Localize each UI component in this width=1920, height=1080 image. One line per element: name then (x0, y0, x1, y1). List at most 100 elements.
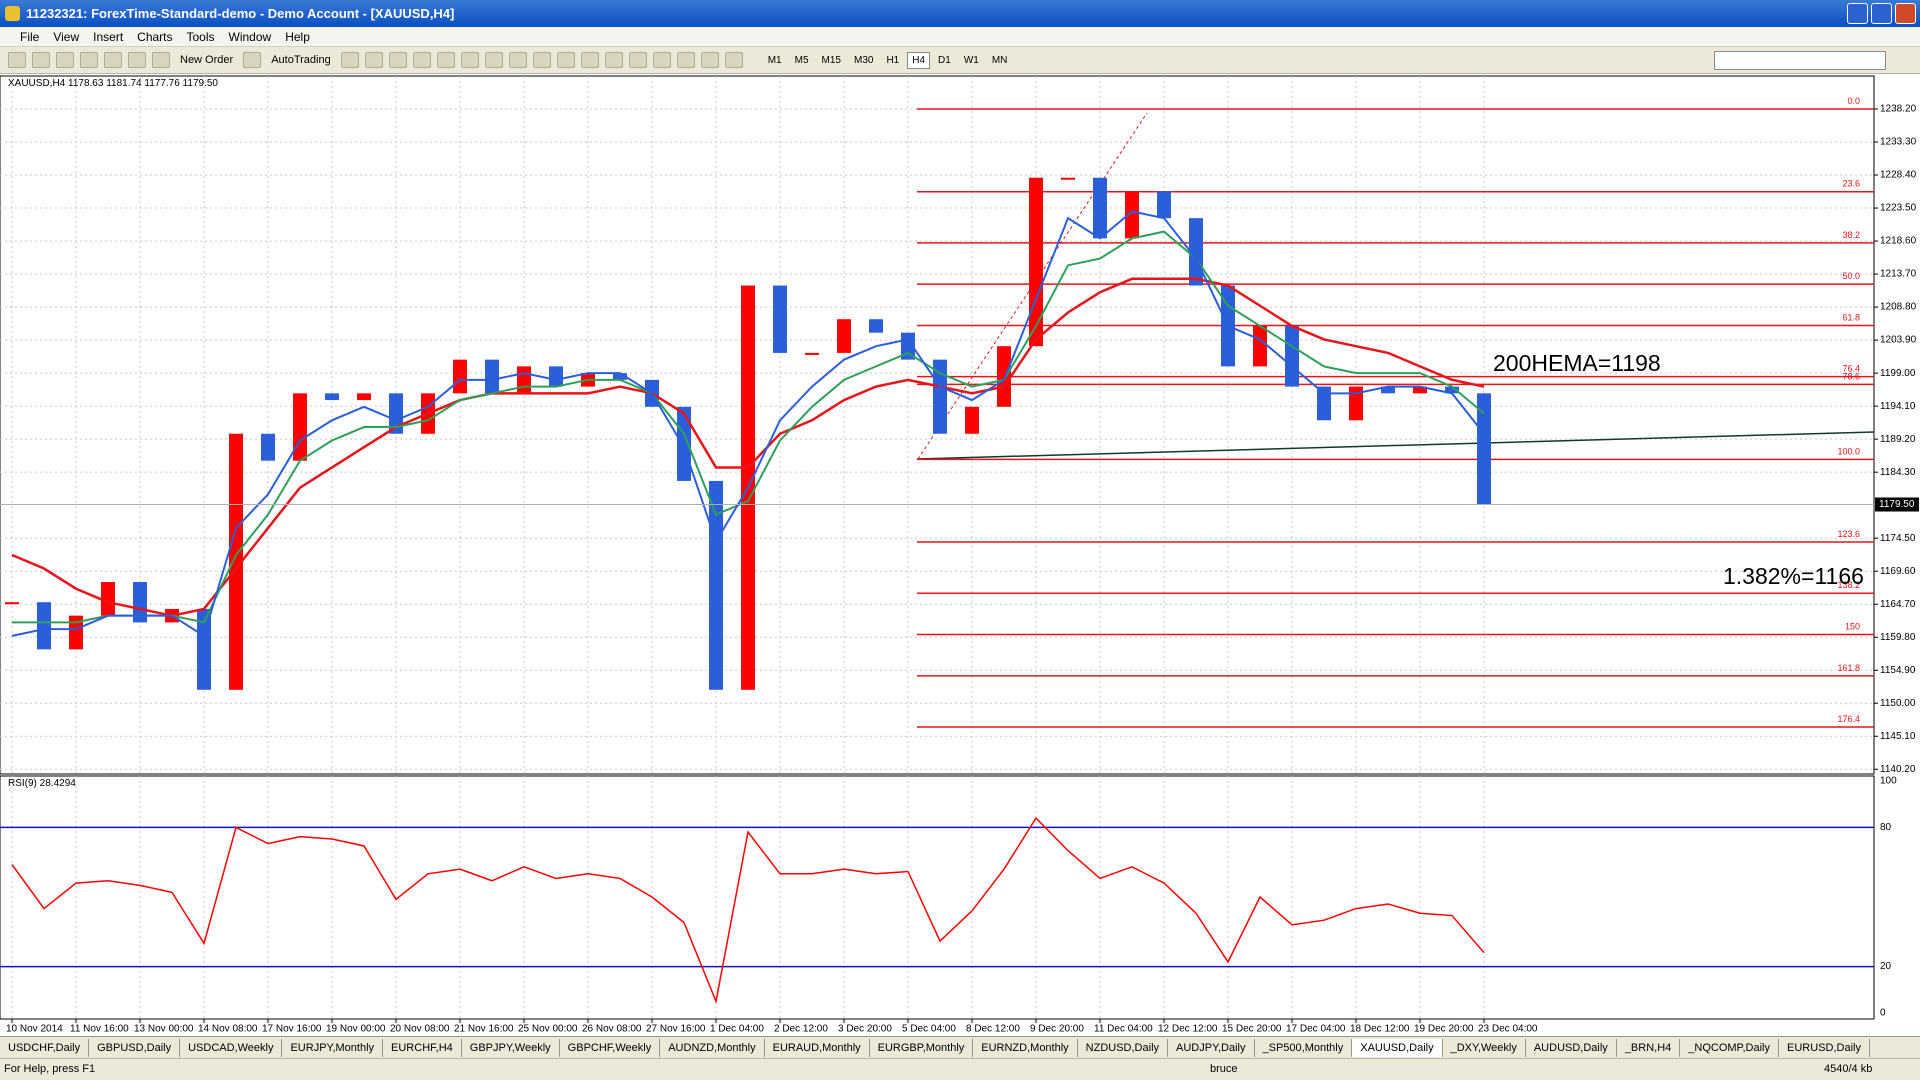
chart-tab[interactable]: XAUUSD,Daily (1352, 1038, 1443, 1057)
close-button[interactable] (1895, 3, 1916, 24)
search-box[interactable] (1714, 51, 1886, 70)
timeframe-button[interactable]: M1 (767, 54, 782, 66)
chart-tab[interactable]: _DXY,Weekly (1443, 1038, 1526, 1057)
tool-icon[interactable] (580, 52, 599, 68)
timeframe-button[interactable]: M15 (821, 54, 841, 66)
rsi-tick-label: 100 (1880, 776, 1897, 787)
x-tick-label: 10 Nov 2014 (6, 1024, 63, 1035)
chart-tab[interactable]: GBPCHF,Weekly (560, 1038, 661, 1057)
tool-icon[interactable] (652, 52, 671, 68)
chart-tab[interactable]: _BRN,H4 (1617, 1038, 1681, 1057)
candle (549, 366, 563, 387)
candle (5, 602, 19, 605)
timeframe-button[interactable]: MN (991, 54, 1008, 66)
menu-item[interactable]: Window (228, 29, 272, 44)
menu-item[interactable]: Tools (186, 29, 215, 44)
fib-label: 150 (1845, 622, 1860, 632)
tool-icon[interactable] (340, 52, 359, 68)
x-tick-label: 9 Dec 20:00 (1030, 1024, 1084, 1035)
fib-label: 38.2 (1842, 230, 1860, 240)
candle (997, 346, 1011, 407)
tool-icon[interactable] (628, 52, 647, 68)
tool-icon[interactable] (80, 52, 98, 68)
chart-tab[interactable]: EURUSD,Daily (1779, 1038, 1870, 1057)
tool-icon[interactable] (556, 52, 575, 68)
tool-icon[interactable] (32, 52, 50, 68)
rsi-tick-label: 20 (1880, 961, 1892, 972)
menu-item[interactable]: View (53, 29, 80, 44)
chart-tab[interactable]: GBPJPY,Weekly (462, 1038, 560, 1057)
tool-icon[interactable] (412, 52, 431, 68)
chart-tab[interactable]: AUDJPY,Daily (1168, 1038, 1255, 1057)
x-tick-label: 23 Dec 04:00 (1478, 1024, 1538, 1035)
tool-icon[interactable] (724, 52, 743, 68)
chart-tab[interactable]: GBPUSD,Daily (89, 1038, 181, 1057)
rsi-panel (0, 775, 1875, 1020)
timeframe-button[interactable]: W1 (963, 54, 979, 66)
fib-label: 0.0 (1847, 96, 1860, 106)
chart-tab[interactable]: EURGBP,Monthly (870, 1038, 974, 1057)
x-tick-label: 21 Nov 16:00 (454, 1024, 514, 1035)
tool-icon[interactable] (128, 52, 146, 68)
status-bar: For Help, press F1 bruce 4540/4 kb (0, 1058, 1920, 1080)
tool-icon[interactable] (104, 52, 122, 68)
timeframe-button[interactable]: H1 (886, 54, 900, 66)
candle (869, 319, 883, 333)
candle (1349, 386, 1363, 421)
tool-icon[interactable] (388, 52, 407, 68)
tool-icon[interactable] (56, 52, 74, 68)
chart-header: XAUUSD,H4 1178.63 1181.74 1177.76 1179.5… (8, 78, 218, 89)
candle (805, 352, 819, 355)
tool-icon[interactable] (604, 52, 623, 68)
tool-icon[interactable] (484, 52, 503, 68)
candle (1477, 393, 1491, 505)
tool-icon[interactable] (436, 52, 455, 68)
timeframe-button[interactable]: H4 (907, 51, 931, 69)
x-tick-label: 27 Nov 16:00 (646, 1024, 706, 1035)
menu-item[interactable]: Help (285, 29, 310, 44)
window-title: 11232321: ForexTime-Standard-demo - Demo… (26, 6, 455, 21)
chart-tab[interactable]: AUDUSD,Daily (1526, 1038, 1617, 1057)
new-order-button[interactable]: New Order (180, 54, 234, 66)
timeframe-button[interactable]: M30 (853, 54, 874, 66)
annotation: 1.382%=1166 (1723, 563, 1864, 589)
x-tick-label: 11 Dec 04:00 (1094, 1024, 1153, 1035)
autotrading-button[interactable]: AutoTrading (271, 54, 331, 66)
tool-icon[interactable] (8, 52, 26, 68)
chart-tab[interactable]: USDCAD,Weekly (180, 1038, 283, 1057)
fib-label: 138.2 (1837, 580, 1860, 590)
timeframe-button[interactable]: M5 (794, 54, 809, 66)
tool-icon[interactable] (364, 52, 383, 68)
tool-icon[interactable] (243, 52, 262, 68)
tool-icon[interactable] (152, 52, 170, 68)
tool-icon[interactable] (508, 52, 527, 68)
minimize-button[interactable] (1847, 3, 1868, 24)
tool-icon[interactable] (532, 52, 551, 68)
menu-item[interactable]: File (20, 29, 40, 44)
chart-tab[interactable]: EURNZD,Monthly (973, 1038, 1078, 1057)
chart-tab[interactable]: NZDUSD,Daily (1078, 1038, 1169, 1057)
y-tick-label: 1145.10 (1880, 731, 1916, 742)
chart-tab[interactable]: USDCHF,Daily (0, 1038, 90, 1057)
chart-tab[interactable]: _NQCOMP,Daily (1680, 1038, 1779, 1057)
candle (197, 608, 211, 690)
chart-tab[interactable]: EURCHF,H4 (383, 1038, 462, 1057)
menu-item[interactable]: Charts (137, 29, 173, 44)
chart-tab[interactable]: AUDNZD,Monthly (660, 1038, 765, 1057)
tool-icon[interactable] (460, 52, 479, 68)
timeframe-button[interactable]: D1 (938, 54, 951, 66)
x-tick-label: 17 Nov 16:00 (262, 1024, 322, 1035)
tool-icon[interactable] (700, 52, 719, 68)
y-tick-label: 1238.20 (1880, 104, 1917, 115)
fib-label: 123.6 (1837, 529, 1860, 539)
x-tick-label: 5 Dec 04:00 (902, 1024, 956, 1035)
restore-button[interactable] (1871, 3, 1892, 24)
x-tick-label: 26 Nov 08:00 (582, 1024, 642, 1035)
candle (1381, 386, 1395, 394)
chart-tab[interactable]: EURJPY,Monthly (282, 1038, 384, 1057)
chart-tab[interactable]: EURAUD,Monthly (765, 1038, 870, 1057)
chart-tab[interactable]: _SP500,Monthly (1255, 1038, 1353, 1057)
tool-icon[interactable] (676, 52, 695, 68)
menu-item[interactable]: Insert (93, 29, 124, 44)
